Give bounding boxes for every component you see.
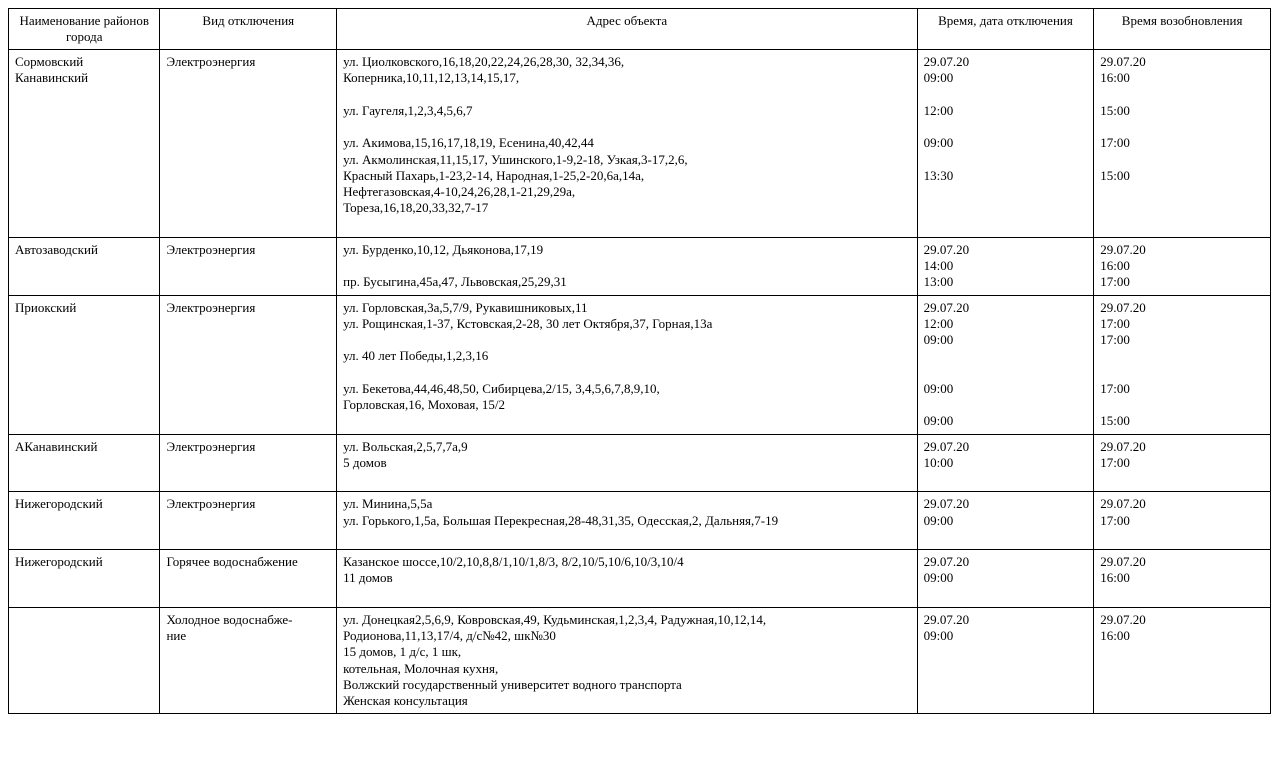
cell-district: СормовскийКанавинский [9,50,160,238]
table-row: АвтозаводскийЭлектроэнергияул. Бурденко,… [9,237,1271,295]
cell-type: Электроэнергия [160,295,337,434]
cell-off: 29.07.2010:00 [917,434,1094,492]
cell-on: 29.07.2016:0017:00 [1094,237,1271,295]
cell-type: Электроэнергия [160,434,337,492]
cell-district: Автозаводский [9,237,160,295]
cell-district [9,607,160,714]
cell-address: ул. Вольская,2,5,7,7а,95 домов [337,434,918,492]
header-on: Время возобновления [1094,9,1271,50]
cell-on: 29.07.2017:00 [1094,492,1271,550]
header-off: Время, дата отключения [917,9,1094,50]
cell-off: 29.07.2009:00 [917,550,1094,608]
cell-district: АКанавинский [9,434,160,492]
header-district: Наименование районов города [9,9,160,50]
cell-off: 29.07.2009:00 [917,607,1094,714]
cell-address: ул. Минина,5,5аул. Горького,1,5а, Больша… [337,492,918,550]
table-row: ПриокскийЭлектроэнергияул. Горловская,3а… [9,295,1271,434]
table-row: НижегородскийГорячее водоснабжениеКазанс… [9,550,1271,608]
table-row: СормовскийКанавинскийЭлектроэнергияул. Ц… [9,50,1271,238]
outage-table: Наименование районов города Вид отключен… [8,8,1271,714]
cell-off: 29.07.2009:00 [917,492,1094,550]
cell-off: 29.07.2009:0012:0009:0013:30 [917,50,1094,238]
header-row: Наименование районов города Вид отключен… [9,9,1271,50]
cell-off: 29.07.2012:0009:0009:0009:00 [917,295,1094,434]
cell-type: Холодное водоснабже-ние [160,607,337,714]
cell-address: ул. Бурденко,10,12, Дьяконова,17,19пр. Б… [337,237,918,295]
table-row: НижегородскийЭлектроэнергияул. Минина,5,… [9,492,1271,550]
cell-type: Горячее водоснабжение [160,550,337,608]
cell-district: Нижегородский [9,492,160,550]
cell-address: ул. Горловская,3а,5,7/9, Рукавишниковых,… [337,295,918,434]
table-row: АКанавинскийЭлектроэнергияул. Вольская,2… [9,434,1271,492]
table-row: Холодное водоснабже-ниеул. Донецкая2,5,6… [9,607,1271,714]
cell-on: 29.07.2017:0017:0017:0015:00 [1094,295,1271,434]
cell-address: ул. Донецкая2,5,6,9, Ковровская,49, Кудь… [337,607,918,714]
cell-address: Казанское шоссе,10/2,10,8,8/1,10/1,8/3, … [337,550,918,608]
cell-on: 29.07.2016:00 [1094,550,1271,608]
header-address: Адрес объекта [337,9,918,50]
cell-on: 29.07.2016:00 [1094,607,1271,714]
cell-on: 29.07.2017:00 [1094,434,1271,492]
cell-on: 29.07.2016:0015:0017:0015:00 [1094,50,1271,238]
cell-type: Электроэнергия [160,237,337,295]
cell-district: Нижегородский [9,550,160,608]
cell-district: Приокский [9,295,160,434]
cell-type: Электроэнергия [160,50,337,238]
cell-type: Электроэнергия [160,492,337,550]
cell-off: 29.07.2014:0013:00 [917,237,1094,295]
header-type: Вид отключения [160,9,337,50]
cell-address: ул. Циолковского,16,18,20,22,24,26,28,30… [337,50,918,238]
